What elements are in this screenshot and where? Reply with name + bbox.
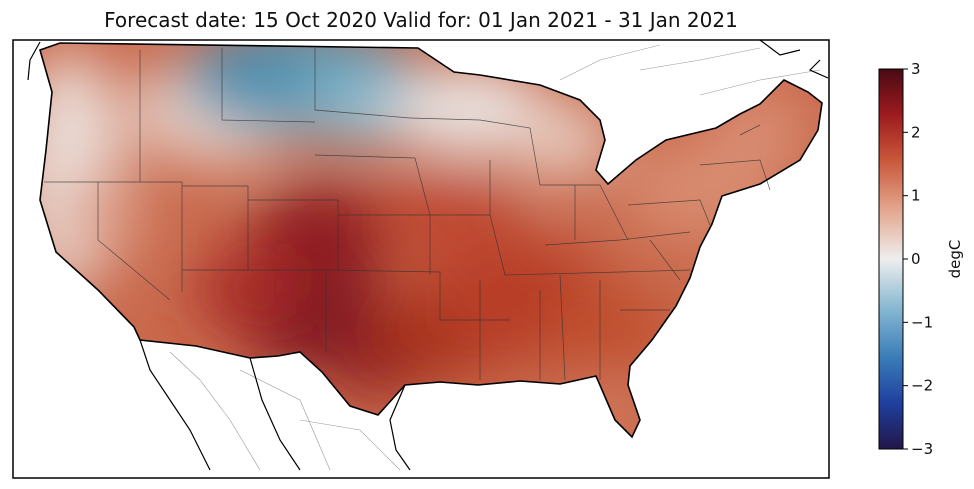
colorbar-ramp [878,68,904,450]
canada-coast [27,39,829,81]
colorbar: 3 2 1 0 −1 −2 −3 degC [878,60,964,458]
map-panel [12,39,830,479]
colorbar-tick-label: −3 [911,440,933,458]
map-frame [12,39,830,479]
colorbar-tick-label: 3 [911,60,921,78]
state-boundaries [44,48,771,381]
colorbar-tick-label: −2 [911,377,933,395]
neighbor-boundaries [169,44,821,471]
colorbar-tick-label: 0 [911,250,921,268]
mexico-coast [139,339,411,471]
figure-title: Forecast date: 15 Oct 2020 Valid for: 01… [104,8,738,32]
colorbar-ticks: 3 2 1 0 −1 −2 −3 [903,60,933,458]
colorbar-label: degC [946,240,964,279]
colorbar-tick-label: −1 [911,313,933,331]
colorbar-tick-label: 2 [911,123,921,141]
us-outline [39,42,823,439]
colorbar-tick-label: 1 [911,187,921,205]
